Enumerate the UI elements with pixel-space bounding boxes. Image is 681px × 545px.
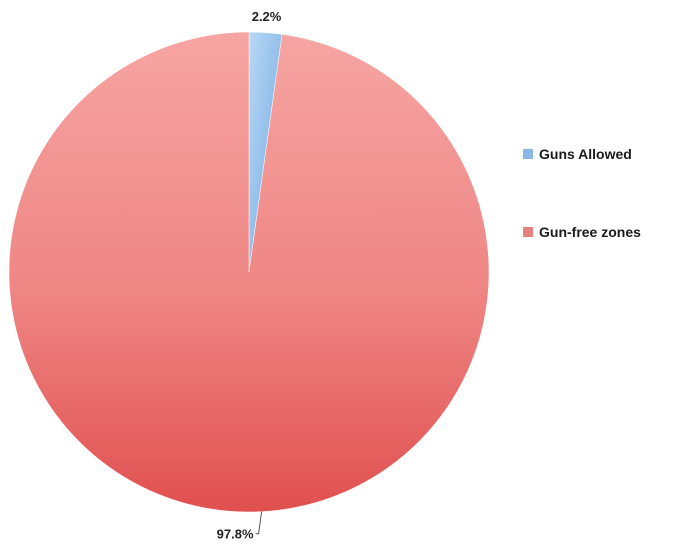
legend-item-gun-free-zones: Gun-free zones bbox=[523, 218, 673, 246]
data-label-guns-allowed: 2.2% bbox=[252, 9, 282, 24]
legend-label-gun-free-zones: Gun-free zones bbox=[539, 224, 641, 240]
leader-line-gun-free-zones bbox=[255, 511, 263, 535]
data-labels: 2.2% 97.8% bbox=[217, 9, 282, 542]
pie-slices bbox=[8, 31, 490, 513]
legend-swatch-gun-free-zones bbox=[523, 227, 533, 237]
data-label-gun-free-zones: 97.8% bbox=[217, 527, 254, 542]
legend: Guns Allowed Gun-free zones bbox=[523, 140, 673, 296]
leader-lines bbox=[255, 511, 263, 535]
legend-item-guns-allowed: Guns Allowed bbox=[523, 140, 673, 168]
pie-slice-gun-free-zones bbox=[8, 31, 490, 513]
legend-swatch-guns-allowed bbox=[523, 149, 533, 159]
legend-label-guns-allowed: Guns Allowed bbox=[539, 146, 632, 162]
